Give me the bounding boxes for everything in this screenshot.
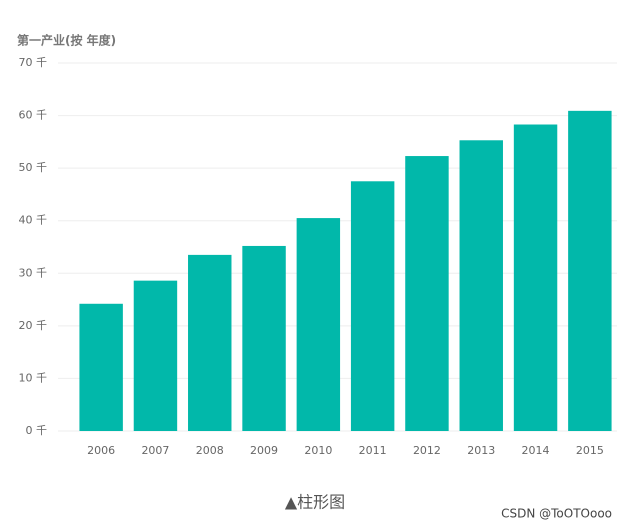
- bar: [79, 303, 123, 431]
- y-tick-label: 20 千: [19, 319, 48, 332]
- bar: [133, 280, 178, 431]
- y-tick-label: 70 千: [19, 56, 48, 69]
- y-tick-label: 30 千: [19, 266, 48, 279]
- bar: [296, 218, 341, 431]
- bar: [242, 245, 286, 431]
- y-tick-label: 10 千: [19, 371, 48, 384]
- x-tick-label: 2010: [304, 444, 332, 457]
- x-tick-label: 2007: [141, 444, 169, 457]
- x-tick-label: 2013: [467, 444, 495, 457]
- y-tick-label: 0 千: [26, 424, 48, 437]
- y-tick-label: 50 千: [19, 161, 48, 174]
- bar: [459, 140, 503, 431]
- x-tick-label: 2011: [359, 444, 387, 457]
- x-tick-label: 2006: [87, 444, 115, 457]
- caption: ▲柱形图: [285, 493, 345, 512]
- bar: [188, 254, 232, 431]
- chart-title: 第一产业(按 年度): [17, 33, 116, 48]
- x-tick-label: 2015: [576, 444, 604, 457]
- x-tick-label: 2009: [250, 444, 278, 457]
- x-tick-label: 2014: [522, 444, 550, 457]
- y-tick-label: 60 千: [19, 109, 48, 122]
- y-tick-label: 40 千: [19, 214, 48, 227]
- bar: [568, 110, 612, 431]
- watermark: CSDN @ToOTOooo: [501, 507, 612, 521]
- x-tick-label: 2008: [196, 444, 224, 457]
- bar: [513, 124, 558, 431]
- bar: [350, 181, 395, 431]
- bar: [405, 156, 449, 431]
- x-tick-label: 2012: [413, 444, 441, 457]
